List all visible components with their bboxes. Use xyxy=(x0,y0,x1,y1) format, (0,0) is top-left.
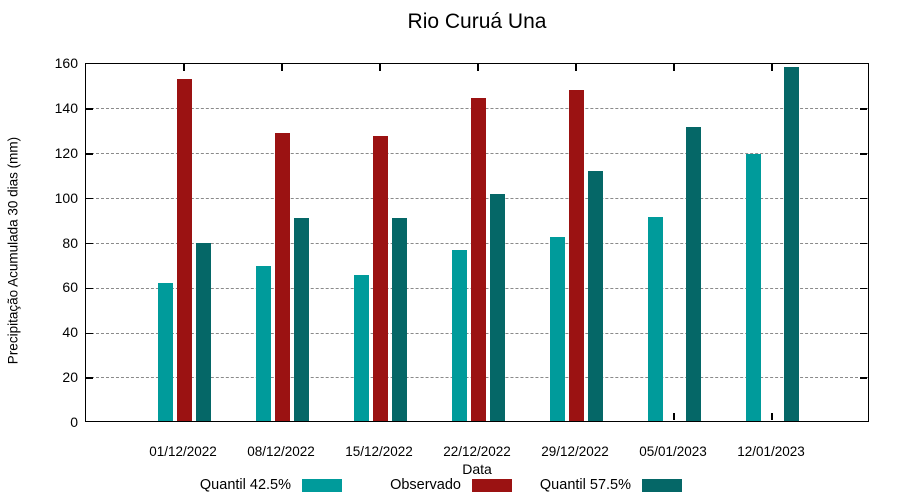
legend-item: Observado xyxy=(342,477,512,493)
y-tick-label: 60 xyxy=(62,279,78,296)
x-tick-mark xyxy=(673,64,675,71)
bar-slot xyxy=(783,66,799,421)
x-tick-mark xyxy=(771,413,773,420)
bar-cluster xyxy=(255,132,309,421)
y-tick-mark xyxy=(860,377,867,379)
bar xyxy=(255,266,271,421)
bar xyxy=(157,283,173,421)
x-tick-mark xyxy=(281,64,283,71)
legend-swatch xyxy=(302,478,342,492)
bar xyxy=(587,170,603,421)
bar-slot xyxy=(353,275,369,421)
y-tick-mark xyxy=(86,287,93,290)
x-tick-mark xyxy=(673,413,675,420)
y-tick-mark xyxy=(860,242,867,245)
bar xyxy=(195,242,211,421)
bar xyxy=(549,237,565,421)
bar-slot xyxy=(274,132,290,421)
legend-label: Quantil 42.5% xyxy=(199,477,291,493)
y-tick-label: 40 xyxy=(62,324,78,341)
x-tick-label: 05/01/2023 xyxy=(639,444,707,459)
y-tick-mark xyxy=(86,153,93,155)
x-tick-mark xyxy=(575,64,577,71)
chart-title: Rio Curuá Una xyxy=(407,10,547,33)
bar-slot xyxy=(391,217,407,421)
x-tick-mark xyxy=(477,64,479,71)
bar-cluster xyxy=(451,97,505,421)
bar xyxy=(783,66,799,421)
y-tick-label: 20 xyxy=(62,369,78,386)
y-tick-mark xyxy=(860,153,867,155)
legend-swatch xyxy=(642,478,682,492)
bar xyxy=(568,90,584,421)
bar-slot xyxy=(470,97,486,421)
x-tick-label: 15/12/2022 xyxy=(345,444,413,459)
y-tick-mark xyxy=(86,332,93,334)
bar xyxy=(470,97,486,421)
x-tick-label: 01/12/2022 xyxy=(149,444,217,459)
x-tick-label: 22/12/2022 xyxy=(443,444,511,459)
bar-slot xyxy=(255,266,271,421)
x-tick-label: 12/01/2023 xyxy=(737,444,805,459)
bar xyxy=(745,154,761,421)
bar xyxy=(647,216,663,421)
legend-label: Observado xyxy=(390,477,461,493)
bar-cluster xyxy=(549,90,603,421)
x-tick-mark xyxy=(183,64,185,71)
bar-slot xyxy=(293,217,309,421)
bar-slot xyxy=(549,237,565,421)
plot-area xyxy=(85,63,869,422)
bar xyxy=(293,217,309,421)
x-tick-mark xyxy=(771,64,773,71)
x-tick-mark xyxy=(379,64,381,71)
bar-slot xyxy=(195,242,211,421)
bar xyxy=(451,250,467,421)
y-tick-mark xyxy=(860,287,867,290)
bar-slot xyxy=(489,194,505,421)
y-tick-label: 0 xyxy=(70,414,78,430)
bar-slot xyxy=(568,90,584,421)
x-axis-label: Data xyxy=(462,461,492,477)
y-tick-mark xyxy=(86,108,93,110)
bar xyxy=(391,217,407,421)
y-tick-mark xyxy=(860,332,867,334)
y-tick-mark xyxy=(86,242,93,245)
bar xyxy=(176,78,192,421)
bar-slot xyxy=(685,127,701,421)
y-tick-label: 160 xyxy=(54,55,78,71)
bar-slot xyxy=(451,250,467,421)
bar xyxy=(372,136,388,421)
bar-cluster xyxy=(353,136,407,421)
bar-slot xyxy=(745,154,761,421)
bar-slot xyxy=(372,136,388,421)
legend: Quantil 42.5% Observado Quantil 57.5% xyxy=(172,477,682,493)
bar-cluster xyxy=(157,78,211,421)
legend-item: Quantil 42.5% xyxy=(172,477,342,493)
x-tick-label: 29/12/2022 xyxy=(541,444,609,459)
legend-swatch xyxy=(472,478,512,492)
y-tick-mark xyxy=(86,197,93,200)
bar-slot xyxy=(176,78,192,421)
bar xyxy=(274,132,290,421)
y-tick-mark xyxy=(86,377,93,379)
bar-cluster xyxy=(647,127,701,421)
legend-label: Quantil 57.5% xyxy=(539,477,631,493)
y-tick-label: 80 xyxy=(62,234,78,251)
y-tick-label: 100 xyxy=(54,189,78,206)
y-tick-label: 120 xyxy=(54,144,78,161)
y-tick-mark xyxy=(860,197,867,200)
bar-slot xyxy=(647,216,663,421)
bar-slot xyxy=(157,283,173,421)
y-axis-label: Precipitação Acumulada 30 dias (mm) xyxy=(5,136,21,365)
bar xyxy=(685,127,701,421)
bar-slot xyxy=(587,170,603,421)
bar xyxy=(353,275,369,421)
bar xyxy=(489,194,505,421)
legend-item: Quantil 57.5% xyxy=(512,477,682,493)
y-tick-mark xyxy=(860,108,867,110)
bar-cluster xyxy=(745,66,799,421)
y-tick-label: 140 xyxy=(54,99,78,116)
x-tick-label: 08/12/2022 xyxy=(247,444,315,459)
